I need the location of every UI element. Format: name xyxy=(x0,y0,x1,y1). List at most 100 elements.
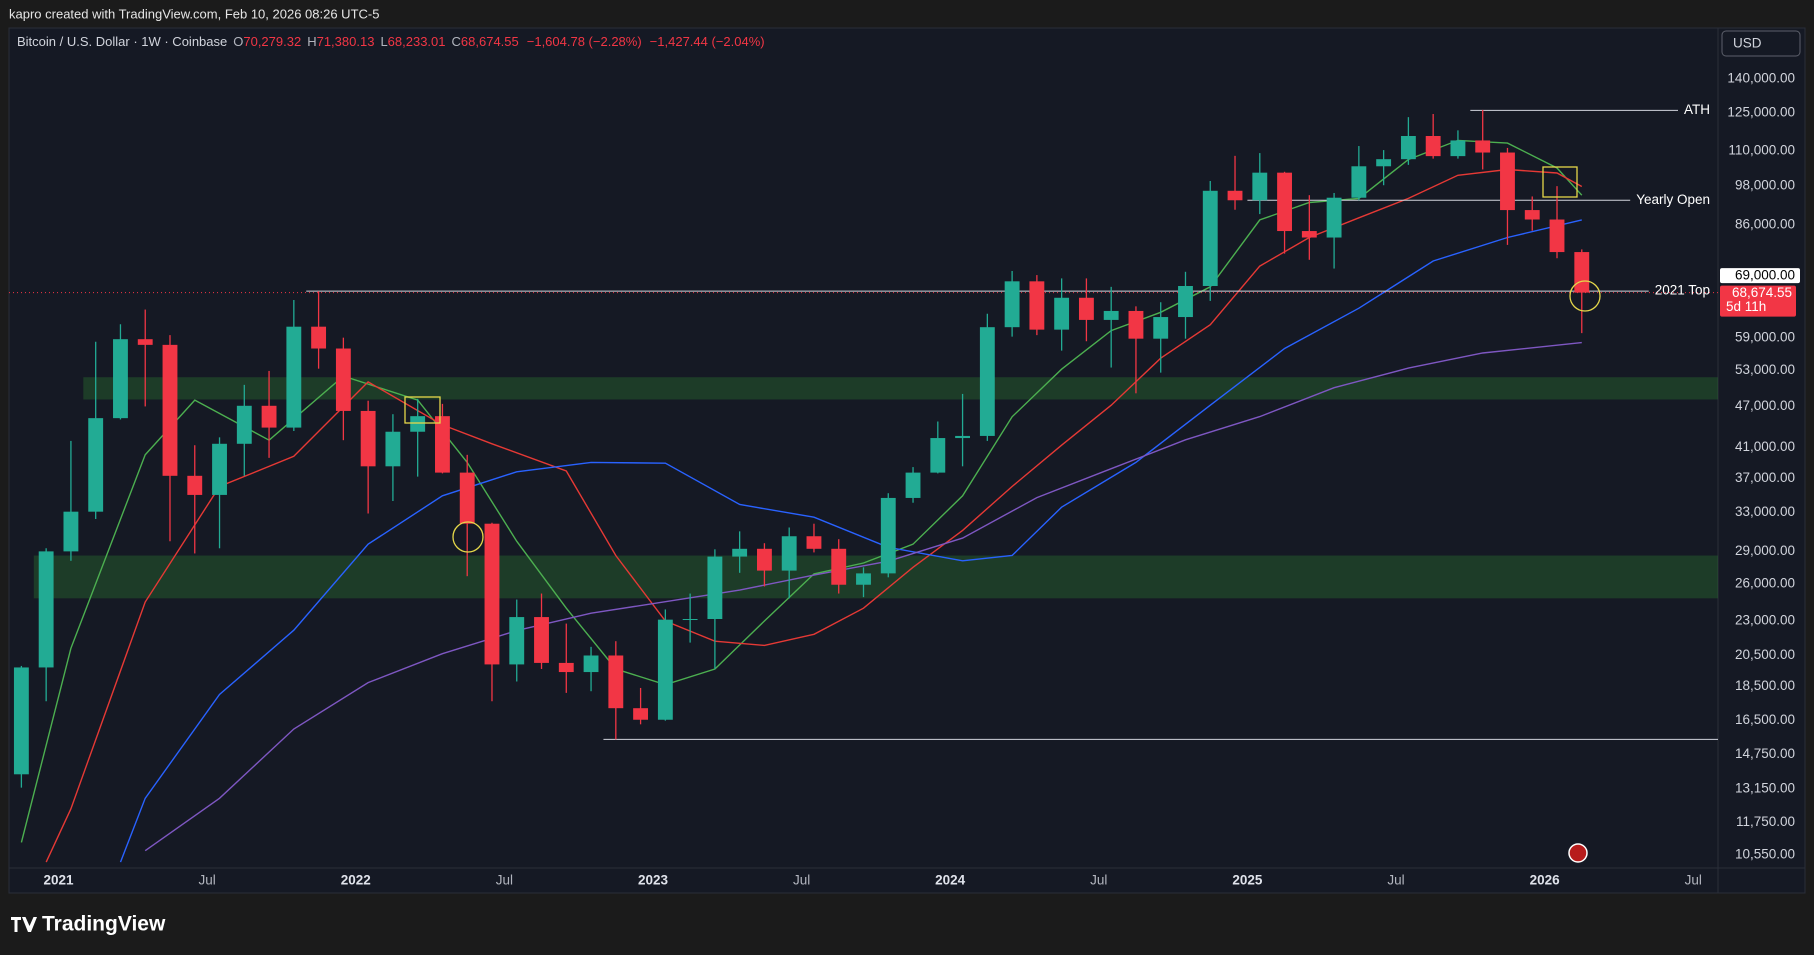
y-tick-label: 16,500.00 xyxy=(1735,712,1795,727)
candle-body xyxy=(1400,136,1416,160)
candle-body xyxy=(831,548,847,585)
highlight-circle xyxy=(1569,280,1601,312)
candle-body xyxy=(385,431,401,467)
y-tick-label: 125,000.00 xyxy=(1727,104,1795,119)
x-tick-label: Jul xyxy=(1685,873,1702,888)
candle-body xyxy=(38,551,54,668)
brand: TradingView xyxy=(42,913,166,936)
candle-body xyxy=(88,418,104,512)
y-tick-label: 53,000.00 xyxy=(1735,362,1795,377)
y-tick-label: 13,150.00 xyxy=(1735,780,1795,795)
candle-body xyxy=(633,708,649,720)
drawings xyxy=(404,166,1601,863)
candle-body xyxy=(756,548,772,571)
y-tick-label: 47,000.00 xyxy=(1735,398,1795,413)
candle-body xyxy=(1004,281,1020,328)
highlight-circle xyxy=(452,521,484,553)
x-tick-label: 2022 xyxy=(341,873,371,888)
candle-body xyxy=(311,326,327,349)
ohlc-value: 68,674.55 xyxy=(461,34,519,49)
change: −1,604.78 (−2.28%) xyxy=(527,34,642,49)
moving-average xyxy=(119,219,1582,863)
x-tick-label: Jul xyxy=(199,873,216,888)
y-tick-label: 14,750.00 xyxy=(1735,746,1795,761)
candle-body xyxy=(137,339,153,345)
y-tick-label: 11,750.00 xyxy=(1736,814,1795,829)
candle-body xyxy=(1351,166,1367,198)
legend-line: Bitcoin / U.S. Dollar · 1W · Coinbase O70… xyxy=(17,34,765,49)
legend: Bitcoin / U.S. Dollar · 1W · Coinbase O70… xyxy=(17,34,765,49)
candle-body xyxy=(608,655,624,709)
candle-body xyxy=(1524,210,1540,220)
candle-body xyxy=(1128,310,1144,339)
support-zone xyxy=(83,377,1718,400)
candle-body xyxy=(1178,285,1193,318)
candle-body xyxy=(261,405,277,428)
ohlc-value: 68,233.01 xyxy=(388,34,446,49)
candle-body xyxy=(212,443,227,495)
x-tick-label: Jul xyxy=(1387,873,1404,888)
candle-body xyxy=(732,548,748,557)
candle-body xyxy=(583,655,599,673)
y-tick-label: 59,000.00 xyxy=(1735,330,1795,345)
candle-body xyxy=(1227,190,1243,201)
candle-body xyxy=(236,405,252,444)
candle-body xyxy=(113,339,128,419)
candle-body xyxy=(1549,219,1565,253)
candle-body xyxy=(1029,281,1045,330)
candle-body xyxy=(534,617,549,663)
candle-body xyxy=(1475,140,1491,153)
candle-body xyxy=(63,511,79,552)
candle-body xyxy=(1301,231,1317,238)
candle-body xyxy=(410,416,426,432)
candle-body xyxy=(682,619,698,621)
candle-body xyxy=(1500,152,1515,211)
candle-body xyxy=(1376,159,1392,167)
candle-body xyxy=(979,327,995,436)
support-zone xyxy=(33,555,1718,599)
candle-body xyxy=(459,472,475,524)
logo-mark xyxy=(11,917,37,932)
event-flag[interactable] xyxy=(1568,843,1588,863)
highlight-box xyxy=(404,396,441,424)
candle-body xyxy=(509,617,525,665)
ohlc-key: H xyxy=(307,34,316,49)
x-tick-label: Jul xyxy=(793,873,810,888)
currency[interactable]: USD xyxy=(1733,36,1762,51)
highlight-box xyxy=(1542,166,1578,198)
candle-body xyxy=(1202,190,1218,286)
candle-body xyxy=(13,667,29,775)
candle-body xyxy=(187,475,203,495)
moving-average xyxy=(144,341,1582,852)
y-tick-label: 41,000.00 xyxy=(1735,439,1795,454)
y-tick-label: 98,000.00 xyxy=(1735,177,1795,192)
y-tick-label: 37,000.00 xyxy=(1735,470,1795,485)
x-tick-label: 2021 xyxy=(44,873,75,888)
y-tick-label: 10,550.00 xyxy=(1735,846,1795,861)
attribution: kapro created with TradingView.com, Feb … xyxy=(9,6,379,21)
candle-body xyxy=(1103,310,1119,320)
x-tick-label: 2024 xyxy=(935,873,966,888)
x-tick-label: 2026 xyxy=(1530,873,1561,888)
candle-body xyxy=(1252,172,1268,201)
currency-button[interactable] xyxy=(1721,30,1801,57)
x-tick-label: 2025 xyxy=(1232,873,1263,888)
moving-average xyxy=(45,168,1583,863)
y-tick-label: 110,000.00 xyxy=(1728,143,1795,158)
candle-body xyxy=(1153,317,1169,339)
y-tick-label: 140,000.00 xyxy=(1727,70,1795,85)
y-tick-label: 33,000.00 xyxy=(1735,504,1795,519)
candle-body xyxy=(1277,172,1292,232)
countdown: 5d 11h xyxy=(1726,299,1766,314)
candle-body xyxy=(1078,297,1094,320)
price-axis: USD 10,550.00 11,750.00 13,150.00 14,750.00… xyxy=(1720,30,1801,861)
candle-body xyxy=(781,536,797,571)
candle-body xyxy=(484,523,500,665)
ohlc-value: 71,380.13 xyxy=(317,34,375,49)
y-tick-label: 26,000.00 xyxy=(1735,576,1795,591)
level-price-box xyxy=(1720,268,1800,284)
candle-body xyxy=(930,438,946,473)
candle-body xyxy=(880,497,896,574)
y-tick-label: 86,000.00 xyxy=(1735,217,1795,232)
